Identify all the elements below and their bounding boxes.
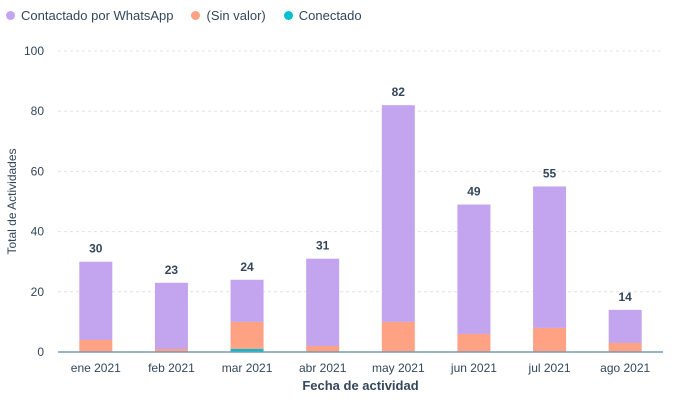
bar-segment [154, 282, 188, 349]
x-axis-title: Fecha de actividad [302, 378, 418, 393]
legend: Contactado por WhatsApp (Sin valor) Conect… [6, 8, 362, 23]
y-tick-label: 80 [31, 104, 45, 118]
bar-segment [608, 309, 642, 343]
bar-segment [306, 345, 340, 352]
x-tick-label: mar 2021 [222, 361, 273, 375]
data-label: 23 [165, 263, 179, 277]
legend-swatch [191, 11, 201, 20]
x-tick-label: abr 2021 [299, 361, 347, 375]
y-axis-title: Total de Actividades [5, 148, 19, 254]
y-tick-label: 40 [31, 225, 45, 239]
bar-segment [79, 261, 113, 340]
bar-segment [230, 321, 264, 349]
bar-segment [306, 258, 340, 346]
legend-swatch [283, 11, 293, 20]
x-tick-label: feb 2021 [148, 361, 195, 375]
x-tick-label: jun 2021 [450, 361, 497, 375]
legend-label: (Sin valor) [206, 8, 266, 23]
data-label: 49 [467, 185, 481, 199]
legend-item[interactable]: (Sin valor) [191, 8, 266, 23]
bar-segment [457, 333, 491, 352]
bar-segment [533, 186, 567, 328]
x-tick-label: may 2021 [372, 361, 425, 375]
x-tick-label: jul 2021 [528, 361, 571, 375]
bar-segment [381, 105, 415, 322]
bar-segment [457, 204, 491, 334]
y-tick-label: 0 [37, 345, 44, 359]
bar-segment [79, 339, 113, 352]
data-label: 30 [89, 242, 103, 256]
legend-label: Contactado por WhatsApp [21, 8, 174, 23]
y-tick-label: 100 [24, 44, 44, 58]
data-label: 82 [392, 85, 406, 99]
data-label: 55 [543, 166, 557, 180]
legend-label: Conectado [298, 8, 362, 23]
bar-segment [381, 321, 415, 352]
bar-segment [533, 327, 567, 352]
x-tick-label: ago 2021 [600, 361, 650, 375]
legend-item[interactable]: Conectado [283, 8, 362, 23]
bar-segment [154, 348, 188, 352]
data-label: 31 [316, 239, 330, 253]
legend-item[interactable]: Contactado por WhatsApp [6, 8, 173, 23]
legend-swatch [6, 11, 15, 20]
y-tick-label: 20 [31, 285, 45, 299]
data-label: 14 [619, 290, 633, 304]
bar-segment [608, 342, 642, 352]
y-tick-label: 60 [31, 164, 45, 178]
bar-segment [230, 348, 264, 352]
x-tick-label: ene 2021 [71, 361, 121, 375]
bar-segment [230, 279, 264, 322]
data-label: 24 [240, 260, 254, 274]
